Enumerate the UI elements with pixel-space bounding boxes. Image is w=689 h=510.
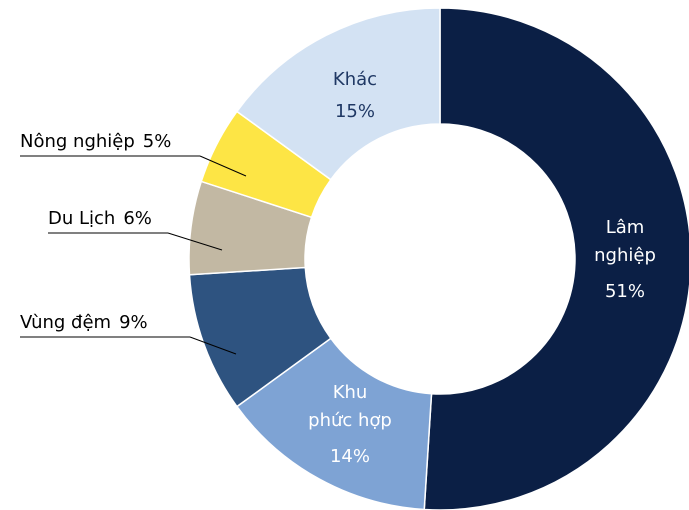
category-line: Khu <box>333 382 368 403</box>
value-label: 5% <box>143 131 172 152</box>
value-label: 14% <box>330 446 370 467</box>
segment-label: Vùng đệm 9% <box>20 312 148 333</box>
category-label: Vùng đệm <box>20 312 111 333</box>
category-label: Lâm nghiệp <box>594 217 656 266</box>
value-label: 51% <box>605 281 645 302</box>
category-line: nghiệp <box>594 245 656 266</box>
category-label: Du Lịch <box>48 208 115 229</box>
category-line: Lâm <box>606 217 645 238</box>
leader-line <box>167 232 223 251</box>
donut-segment <box>423 7 689 510</box>
segment-label: Du Lịch 6% <box>48 208 152 229</box>
donut-segment <box>235 7 441 181</box>
category-label: Khác <box>333 69 377 90</box>
leader-line <box>189 336 237 355</box>
category-label: Nông nghiệp <box>20 131 135 152</box>
value-label: 9% <box>119 312 148 333</box>
leader-line <box>199 155 247 177</box>
category-label: Khu phức hợp <box>308 382 392 431</box>
segment-label: Nông nghiệp 5% <box>20 131 171 152</box>
value-label: 6% <box>123 208 152 229</box>
value-label: 15% <box>335 101 375 122</box>
category-line: phức hợp <box>308 410 392 431</box>
